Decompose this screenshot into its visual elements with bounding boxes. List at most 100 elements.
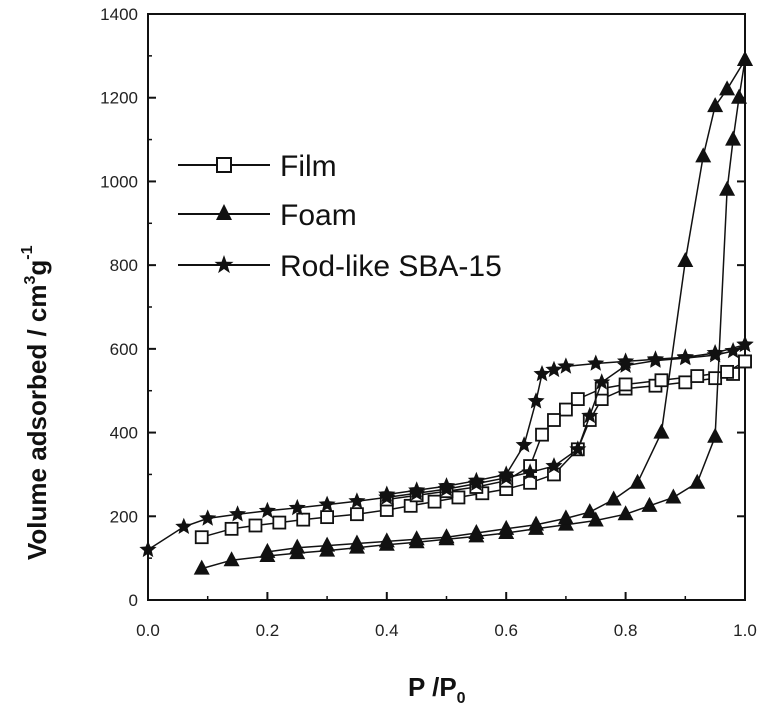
data-point-triangle (725, 130, 742, 146)
data-point-star (229, 505, 247, 522)
y-axis-title-mid: g (22, 260, 52, 276)
data-point-triangle (719, 80, 736, 96)
data-point-star (593, 373, 611, 390)
data-point-star (467, 471, 485, 488)
y-axis-title: Volume adsorbed / cm3g-1 (19, 245, 52, 560)
data-point-triangle (348, 534, 365, 550)
data-point-star (497, 465, 515, 482)
data-point-star (348, 492, 366, 509)
x-axis-title-sub: 0 (457, 690, 466, 707)
y-tick-label: 1000 (100, 172, 138, 191)
data-point-star (437, 477, 456, 494)
x-tick-label: 0.2 (256, 621, 280, 640)
data-point-square (350, 507, 364, 522)
x-tick-label: 1.0 (733, 621, 757, 640)
data-point-square (570, 392, 585, 406)
data-point-star (175, 517, 193, 534)
data-point-triangle (719, 180, 736, 196)
data-point-star (139, 540, 157, 558)
data-point-square (618, 377, 633, 392)
series-layer (139, 51, 754, 575)
data-point-star (545, 457, 563, 474)
data-point-star (408, 481, 426, 498)
data-point-square (194, 530, 209, 545)
data-point-star (288, 498, 306, 516)
legend-marker-triangle (216, 204, 232, 220)
data-point-star (378, 485, 396, 502)
y-tick-label: 200 (110, 507, 138, 526)
legend-entry-rod: Rod-like SBA-15 (178, 250, 502, 283)
data-point-star (676, 348, 694, 365)
data-point-triangle (557, 509, 574, 525)
axis-ticks: 0.0 0.2 0.4 0.6 0.8 1.0 0 200 400 600 800 1000 1200 1… (100, 5, 757, 640)
data-point-star (545, 360, 563, 378)
data-point-triangle (707, 97, 724, 113)
y-tick-label: 600 (110, 340, 138, 359)
legend-marker-square (216, 157, 232, 173)
x-tick-label: 0.0 (136, 621, 160, 640)
x-axis-title: P /P0 (408, 672, 466, 707)
legend-marker-star (214, 255, 234, 274)
series-filled-triangle (193, 51, 753, 575)
data-point-triangle (581, 503, 598, 519)
data-point-triangle (587, 511, 604, 527)
y-tick-label: 1200 (100, 89, 138, 108)
data-point-star (533, 365, 551, 382)
data-point-triangle (707, 427, 724, 443)
data-point-star (557, 357, 575, 374)
data-point-triangle (528, 515, 545, 531)
legend: Film Foam Rod-like SBA-15 (178, 150, 502, 283)
data-point-square (272, 515, 287, 530)
data-point-triangle (695, 147, 712, 163)
data-point-star (581, 406, 599, 424)
data-point-star (258, 501, 276, 519)
data-point-square (224, 521, 239, 536)
data-point-square (451, 490, 466, 505)
data-point-square (654, 373, 669, 388)
data-point-triangle (641, 496, 658, 512)
y-tick-label: 400 (110, 424, 138, 443)
data-point-square (296, 512, 311, 527)
data-point-star (199, 509, 217, 526)
data-point-star (318, 495, 336, 512)
data-point-triangle (289, 538, 306, 554)
data-point-star (521, 463, 539, 480)
data-point-square (708, 371, 723, 386)
data-point-triangle (438, 528, 455, 544)
data-point-triangle (737, 51, 753, 67)
data-point-square (523, 475, 537, 490)
data-point-star (617, 352, 635, 369)
data-point-star (587, 354, 605, 371)
legend-label-film: Film (280, 150, 337, 183)
data-point-square (738, 354, 752, 369)
data-point-square (320, 510, 335, 525)
series-line-desorption (267, 59, 746, 553)
x-tick-label: 0.8 (614, 621, 638, 640)
series-star (139, 335, 754, 558)
data-point-square (535, 427, 549, 442)
series-line-adsorption (201, 360, 746, 538)
data-point-triangle (319, 536, 336, 552)
y-tick-label: 800 (110, 256, 138, 275)
data-point-square (559, 402, 573, 417)
data-point-square (690, 369, 705, 383)
data-point-star (646, 350, 664, 367)
y-axis-title-main: Volume adsorbed / cm (22, 285, 52, 560)
data-point-triangle (677, 251, 694, 267)
data-point-star (515, 436, 533, 453)
data-point-triangle (731, 88, 748, 104)
data-point-square (427, 494, 442, 509)
y-axis-title-sup2: -1 (19, 245, 36, 259)
data-point-triangle (665, 488, 682, 504)
y-axis-title-sup1: 3 (22, 276, 39, 285)
data-point-triangle (259, 542, 276, 558)
data-point-star (706, 344, 724, 361)
data-point-triangle (378, 532, 395, 548)
data-point-triangle (408, 530, 425, 546)
data-point-triangle (498, 519, 515, 535)
data-point-square (678, 375, 693, 390)
data-point-triangle (629, 473, 646, 489)
data-point-triangle (689, 473, 706, 489)
data-point-triangle (605, 490, 622, 506)
